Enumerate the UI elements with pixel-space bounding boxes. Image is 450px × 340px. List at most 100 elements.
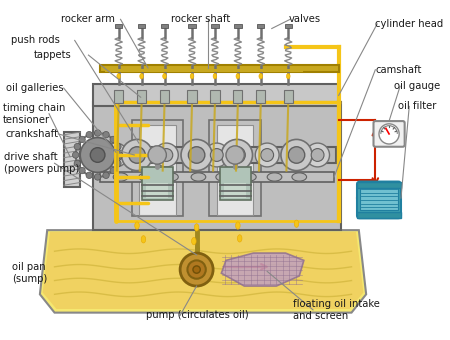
Ellipse shape: [113, 173, 128, 181]
Text: cylinder head: cylinder head: [375, 19, 444, 29]
Bar: [224, 183, 246, 198]
Ellipse shape: [141, 236, 146, 243]
Ellipse shape: [294, 220, 299, 227]
Circle shape: [226, 146, 244, 164]
Bar: [284, 24, 292, 28]
Bar: [256, 90, 265, 103]
Circle shape: [281, 139, 312, 171]
Circle shape: [229, 147, 245, 163]
Bar: [115, 24, 122, 28]
Bar: [138, 24, 145, 28]
Circle shape: [79, 136, 86, 143]
Bar: [137, 90, 146, 103]
Circle shape: [72, 152, 79, 158]
Circle shape: [115, 143, 121, 150]
Circle shape: [180, 253, 213, 286]
Bar: [146, 183, 168, 198]
Circle shape: [193, 266, 200, 273]
Ellipse shape: [117, 73, 121, 79]
Circle shape: [104, 143, 128, 167]
Bar: [209, 120, 261, 216]
Bar: [360, 187, 398, 210]
Bar: [357, 212, 401, 218]
Bar: [220, 167, 251, 200]
Polygon shape: [221, 253, 304, 286]
Text: valves: valves: [288, 14, 320, 24]
Ellipse shape: [164, 173, 178, 181]
Circle shape: [210, 149, 223, 162]
Circle shape: [103, 172, 109, 178]
Text: camshaft: camshaft: [375, 65, 422, 75]
Circle shape: [110, 136, 117, 143]
Text: timing chain
tensioner: timing chain tensioner: [3, 103, 66, 124]
Polygon shape: [43, 232, 364, 309]
Circle shape: [79, 167, 86, 174]
FancyBboxPatch shape: [374, 121, 405, 147]
Polygon shape: [40, 230, 366, 313]
Circle shape: [110, 167, 117, 174]
Circle shape: [86, 172, 92, 178]
Bar: [284, 90, 293, 103]
Ellipse shape: [287, 73, 290, 79]
Ellipse shape: [213, 73, 217, 79]
Bar: [98, 147, 336, 163]
Circle shape: [74, 160, 81, 167]
Text: oil galleries: oil galleries: [6, 83, 63, 93]
FancyBboxPatch shape: [357, 182, 401, 218]
Circle shape: [261, 149, 274, 162]
Text: oil pan
(sump): oil pan (sump): [13, 262, 48, 284]
Bar: [357, 182, 401, 188]
Circle shape: [154, 143, 178, 167]
Bar: [114, 90, 123, 103]
Bar: [211, 24, 219, 28]
Circle shape: [160, 149, 173, 162]
Ellipse shape: [216, 173, 230, 181]
Text: tappets: tappets: [33, 50, 71, 60]
Ellipse shape: [140, 73, 144, 79]
Circle shape: [90, 148, 105, 162]
Circle shape: [109, 149, 122, 162]
Ellipse shape: [163, 73, 166, 79]
Bar: [100, 65, 339, 72]
Text: oil gauge: oil gauge: [394, 81, 440, 91]
Bar: [217, 125, 253, 215]
Bar: [188, 90, 197, 103]
Text: push rods: push rods: [10, 35, 59, 46]
Bar: [142, 167, 173, 200]
Ellipse shape: [292, 173, 306, 181]
Ellipse shape: [194, 224, 199, 231]
Ellipse shape: [236, 73, 240, 79]
Ellipse shape: [190, 73, 194, 79]
Bar: [100, 172, 334, 182]
Text: floating oil intake
and screen: floating oil intake and screen: [293, 299, 380, 321]
Circle shape: [148, 146, 166, 164]
Ellipse shape: [267, 173, 282, 181]
Circle shape: [181, 139, 212, 171]
Ellipse shape: [139, 173, 153, 181]
Circle shape: [255, 143, 279, 167]
Ellipse shape: [191, 173, 206, 181]
Circle shape: [189, 147, 205, 163]
Ellipse shape: [238, 235, 242, 242]
Text: oil filter: oil filter: [398, 101, 436, 112]
Circle shape: [311, 149, 324, 162]
Text: rocker arm: rocker arm: [61, 14, 115, 24]
Text: crankshaft: crankshaft: [6, 129, 59, 139]
Bar: [64, 132, 80, 187]
Bar: [189, 24, 196, 28]
Bar: [160, 90, 169, 103]
Ellipse shape: [192, 237, 196, 245]
Ellipse shape: [135, 222, 140, 229]
Bar: [234, 24, 242, 28]
Circle shape: [288, 147, 305, 163]
Text: pump (circulates oil): pump (circulates oil): [146, 310, 249, 320]
Circle shape: [74, 143, 81, 150]
Circle shape: [306, 143, 329, 167]
Circle shape: [115, 160, 121, 167]
Ellipse shape: [242, 173, 256, 181]
Bar: [139, 125, 176, 215]
Circle shape: [379, 124, 399, 144]
Text: drive shaft
(powers pump): drive shaft (powers pump): [4, 152, 79, 174]
Circle shape: [129, 147, 145, 163]
Circle shape: [94, 174, 101, 180]
